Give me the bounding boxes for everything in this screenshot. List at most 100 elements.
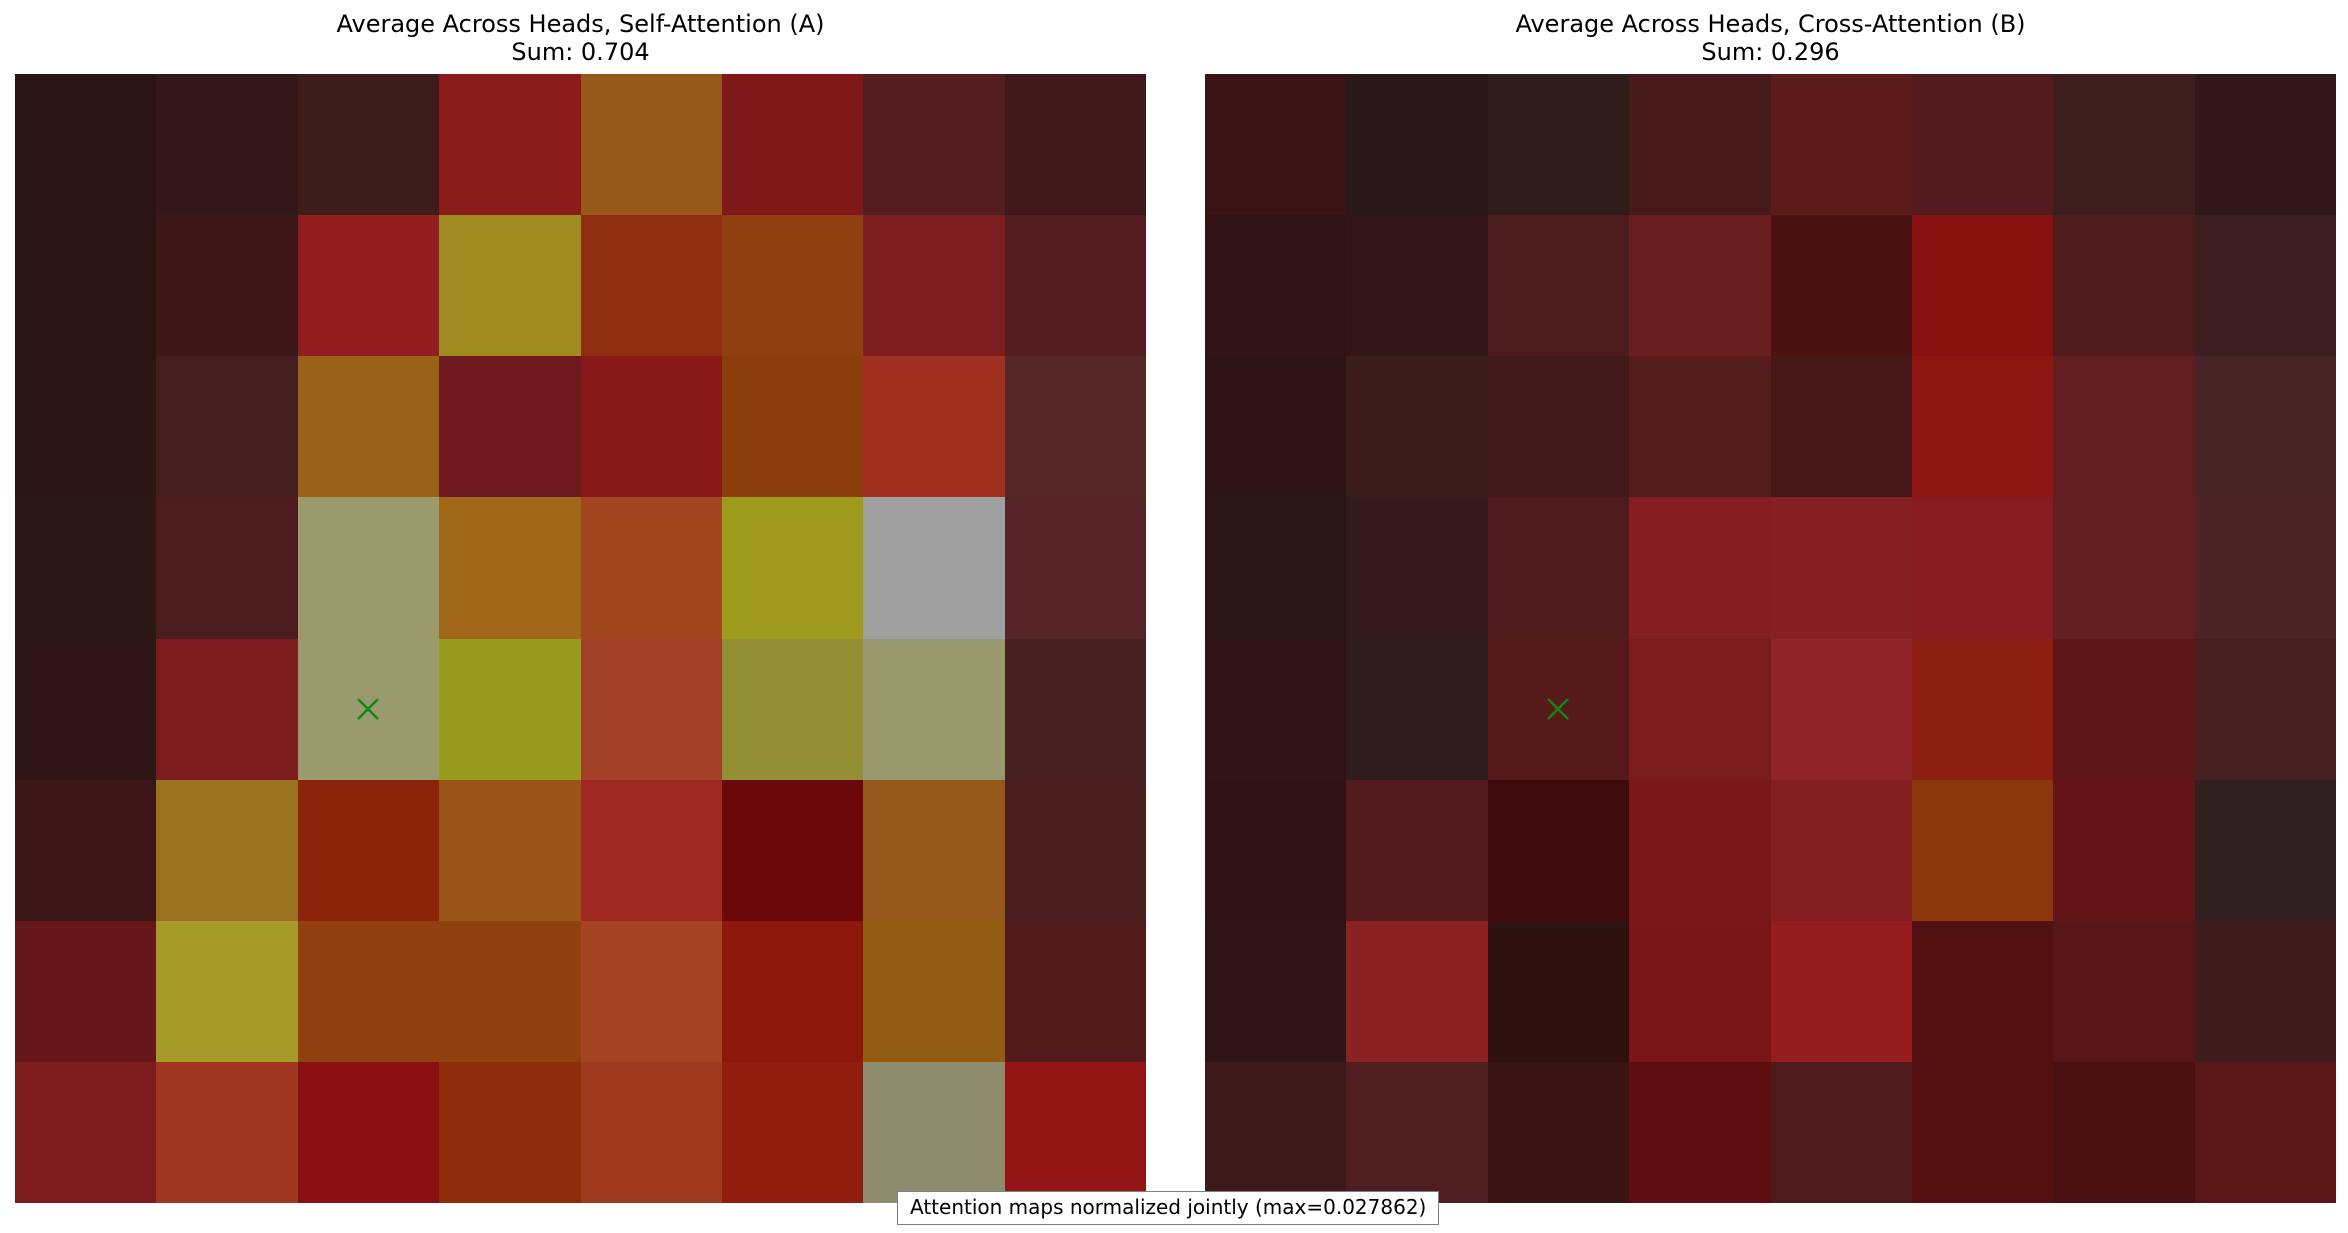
heatmap-cell-r5-c7 (2194, 779, 2336, 921)
heatmap-cell-r2-c2 (297, 356, 440, 498)
heatmap-cell-r0-c6 (863, 74, 1005, 216)
heatmap-cell-r1-c1 (1346, 215, 1488, 357)
heatmap-cell-r7-c0 (1205, 1061, 1347, 1203)
heatmap-cell-r0-c3 (439, 74, 581, 216)
heatmap-cell-r6-c1 (156, 920, 298, 1062)
heatmap-cell-r5-c3 (439, 779, 581, 921)
heatmap-cell-r7-c7 (2194, 1061, 2336, 1203)
query-position-marker (1543, 694, 1573, 724)
heatmap-cell-r6-c5 (1911, 920, 2054, 1062)
heatmap-cell-r3-c4 (1770, 497, 1912, 639)
heatmap-cell-r3-c1 (156, 497, 298, 639)
heatmap-cell-r5-c4 (1770, 779, 1912, 921)
heatmap-cell-r7-c5 (1911, 1061, 2054, 1203)
heatmap-cell-r2-c2 (1487, 356, 1630, 498)
heatmap-cell-r3-c2 (1487, 497, 1630, 639)
heatmap-cell-r7-c4 (1770, 1061, 1912, 1203)
heatmap-cell-r3-c5 (1911, 497, 2054, 639)
heatmap-cell-r2-c5 (1911, 356, 2054, 498)
heatmap-cell-r1-c1 (156, 215, 298, 357)
heatmap-cell-r1-c7 (2194, 215, 2336, 357)
heatmap-cell-r1-c3 (439, 215, 581, 357)
heatmap-cell-r4-c3 (1629, 638, 1771, 780)
heatmap-cell-r5-c7 (1004, 779, 1146, 921)
heatmap-cell-r6-c7 (1004, 920, 1146, 1062)
heatmap-cell-r6-c6 (863, 920, 1005, 1062)
heatmap-cell-r5-c3 (1629, 779, 1771, 921)
heatmap-cell-r1-c6 (2053, 215, 2195, 357)
heatmap-cell-r2-c1 (1346, 356, 1488, 498)
heatmap-cell-r2-c6 (863, 356, 1005, 498)
panel-title-self-attention: Average Across Heads, Self-Attention (A)… (15, 10, 1146, 66)
heatmap-cell-r1-c5 (721, 215, 864, 357)
heatmap-cell-r0-c7 (2194, 74, 2336, 216)
heatmap-cell-r7-c2 (1487, 1061, 1630, 1203)
heatmap-cell-r5-c4 (580, 779, 722, 921)
heatmap-cell-r7-c4 (580, 1061, 722, 1203)
heatmap-cell-r7-c1 (1346, 1061, 1488, 1203)
heatmap-cell-r5-c1 (156, 779, 298, 921)
heatmap-cell-r6-c0 (1205, 920, 1347, 1062)
heatmap-cell-r0-c4 (1770, 74, 1912, 216)
heatmap-cell-r3-c4 (580, 497, 722, 639)
heatmap-cell-r0-c4 (580, 74, 722, 216)
heatmap-cell-r4-c6 (863, 638, 1005, 780)
heatmap-cell-r6-c2 (297, 920, 440, 1062)
normalization-note: Attention maps normalized jointly (max=0… (897, 1191, 1440, 1225)
heatmap-cell-r4-c7 (2194, 638, 2336, 780)
heatmap-cell-r4-c4 (1770, 638, 1912, 780)
panel-title-cross-attention: Average Across Heads, Cross-Attention (B… (1205, 10, 2336, 66)
heatmap-cell-r0-c0 (1205, 74, 1347, 216)
heatmap-cell-r7-c3 (439, 1061, 581, 1203)
heatmap-cell-r2-c1 (156, 356, 298, 498)
heatmap-cell-r1-c3 (1629, 215, 1771, 357)
heatmap-cell-r3-c7 (1004, 497, 1146, 639)
heatmap-cell-r1-c0 (15, 215, 157, 357)
heatmap-cell-r4-c4 (580, 638, 722, 780)
heatmap-cell-r3-c6 (2053, 497, 2195, 639)
heatmap-cell-r0-c0 (15, 74, 157, 216)
heatmap-cell-r3-c2 (297, 497, 440, 639)
heatmap-cell-r0-c2 (1487, 74, 1630, 216)
heatmap-cell-r2-c3 (1629, 356, 1771, 498)
heatmap-cell-r6-c2 (1487, 920, 1630, 1062)
heatmap-cell-r5-c5 (721, 779, 864, 921)
query-position-marker (353, 694, 383, 724)
heatmap-cell-r2-c5 (721, 356, 864, 498)
chart-subtitle: Sum: 0.704 (511, 38, 650, 66)
heatmap-cell-r5-c2 (297, 779, 440, 921)
heatmap-cell-r2-c4 (1770, 356, 1912, 498)
heatmap-cell-r4-c3 (439, 638, 581, 780)
heatmap-cell-r6-c0 (15, 920, 157, 1062)
heatmap-cell-r3-c6 (863, 497, 1005, 639)
heatmap-cell-r3-c0 (1205, 497, 1347, 639)
heatmap-self-attention (15, 74, 1146, 1203)
heatmap-cell-r0-c5 (1911, 74, 2054, 216)
heatmap-cell-r4-c1 (1346, 638, 1488, 780)
heatmap-cell-r5-c0 (1205, 779, 1347, 921)
heatmap-cell-r6-c1 (1346, 920, 1488, 1062)
heatmap-cell-r2-c3 (439, 356, 581, 498)
heatmap-cell-r4-c5 (1911, 638, 2054, 780)
heatmap-cell-r2-c6 (2053, 356, 2195, 498)
heatmap-cell-r7-c7 (1004, 1061, 1146, 1203)
heatmap-cell-r1-c7 (1004, 215, 1146, 357)
heatmap-cell-r1-c4 (580, 215, 722, 357)
heatmap-cell-r3-c0 (15, 497, 157, 639)
heatmap-cell-r0-c1 (1346, 74, 1488, 216)
heatmap-cell-r2-c7 (1004, 356, 1146, 498)
heatmap-cell-r5-c6 (863, 779, 1005, 921)
heatmap-cell-r4-c5 (721, 638, 864, 780)
heatmap-cell-r0-c7 (1004, 74, 1146, 216)
heatmap-cell-r6-c3 (439, 920, 581, 1062)
heatmap-cell-r2-c4 (580, 356, 722, 498)
heatmap-cell-r2-c7 (2194, 356, 2336, 498)
heatmap-cell-r3-c5 (721, 497, 864, 639)
heatmap-cell-r1-c6 (863, 215, 1005, 357)
heatmap-cell-r5-c6 (2053, 779, 2195, 921)
chart-title: Average Across Heads, Self-Attention (A) (336, 10, 825, 38)
heatmap-cell-r2-c0 (1205, 356, 1347, 498)
heatmap-cell-r1-c2 (1487, 215, 1630, 357)
heatmap-cell-r5-c1 (1346, 779, 1488, 921)
heatmap-cell-r6-c3 (1629, 920, 1771, 1062)
